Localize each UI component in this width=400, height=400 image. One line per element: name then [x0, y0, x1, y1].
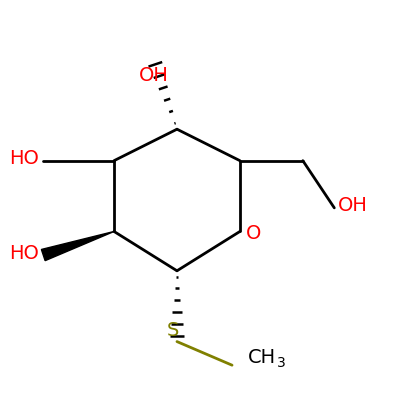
- Text: HO: HO: [10, 244, 39, 262]
- Text: CH: CH: [248, 348, 276, 367]
- Text: 3: 3: [277, 356, 286, 370]
- Text: S: S: [167, 321, 179, 340]
- Text: O: O: [246, 224, 261, 243]
- Text: OH: OH: [338, 196, 368, 215]
- Text: OH: OH: [138, 66, 168, 85]
- Text: HO: HO: [10, 149, 39, 168]
- Polygon shape: [41, 232, 114, 261]
